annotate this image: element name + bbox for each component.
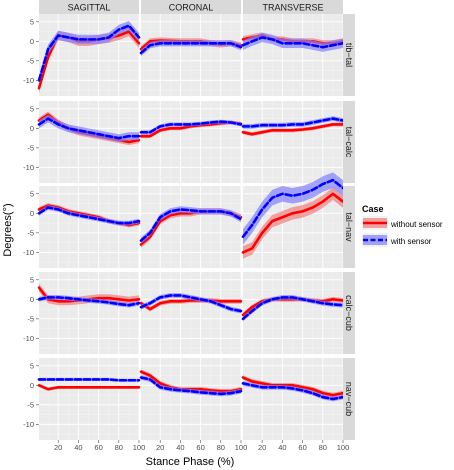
without-sensor-line <box>37 384 141 391</box>
row-strip <box>343 272 355 354</box>
row-strip-label: tal−nav <box>344 212 354 242</box>
column-strip-label: CORONAL <box>169 3 214 13</box>
panel-background <box>243 272 343 354</box>
y-tick-label: -10 <box>23 76 34 85</box>
without-sensor-line <box>241 192 345 254</box>
column-strip <box>243 0 343 14</box>
y-tick-label: -5 <box>27 57 34 66</box>
y-tick-label: -10 <box>23 420 34 429</box>
panel-background <box>39 186 139 268</box>
row-strip <box>343 101 355 183</box>
y-tick-label: 0 <box>30 209 34 218</box>
x-tick-label: 60 <box>298 443 306 452</box>
column-strip <box>141 0 241 14</box>
row-strip-label: calc−cub <box>344 295 354 331</box>
with-sensor-line <box>139 41 243 55</box>
x-tick-label: 100 <box>133 443 146 452</box>
x-tick-label: 20 <box>156 443 164 452</box>
x-tick-label: 60 <box>94 443 102 452</box>
x-tick-label: 40 <box>176 443 184 452</box>
panel-background <box>39 272 139 354</box>
y-tick-label: 0 <box>30 124 34 133</box>
with-sensor-line <box>241 296 345 321</box>
with-sensor-line <box>139 120 243 134</box>
with-sensor-line <box>241 382 345 401</box>
x-tick-label: 40 <box>278 443 286 452</box>
ticks-layer: -10 -5 0 5 -10 -5 0 5 -10 -5 0 5 -10 -5 0 5 -10 -5 0 5 20 40 6… <box>23 18 349 452</box>
x-tick-label: 20 <box>54 443 62 452</box>
with-sensor-line <box>37 117 141 140</box>
strips-layer: SAGITTAL CORONAL TRANSVERSE tib−tal tal−calc… <box>39 0 355 440</box>
with-sensor-line <box>139 376 243 396</box>
with-sensor-line <box>241 36 345 49</box>
y-tick-label: -10 <box>23 334 34 343</box>
without-sensor-line <box>139 299 243 311</box>
y-tick-label: -5 <box>27 229 34 238</box>
y-tick-label: 0 <box>30 37 34 46</box>
without-sensor-line <box>241 123 345 136</box>
with-sensor-band <box>141 206 241 244</box>
legend-title: Case <box>362 204 384 214</box>
y-tick-label: -10 <box>23 248 34 257</box>
y-tick-label: -5 <box>27 315 34 324</box>
panel-background <box>243 101 343 183</box>
y-tick-label: -5 <box>27 401 34 410</box>
y-tick-label: 0 <box>30 381 34 390</box>
panel-background <box>141 101 241 183</box>
y-tick-label: 5 <box>30 190 34 199</box>
y-tick-label: -10 <box>23 163 34 172</box>
x-tick-label: 40 <box>74 443 82 452</box>
with-sensor-line <box>37 378 141 382</box>
column-strip-label: SAGITTAL <box>68 3 111 13</box>
with-sensor-line <box>241 117 345 128</box>
x-tick-label: 100 <box>235 443 248 452</box>
with-sensor-line <box>37 206 141 225</box>
with-sensor-line <box>37 296 141 307</box>
without-sensor-line <box>241 376 345 397</box>
panel-background <box>141 358 241 440</box>
with-sensor-line <box>241 178 345 239</box>
y-tick-label: 5 <box>30 276 34 285</box>
column-strip-label: TRANSVERSE <box>262 3 323 13</box>
with-sensor-line <box>139 294 243 313</box>
y-tick-label: -5 <box>27 144 34 153</box>
y-axis-title: Degrees(°) <box>2 203 14 256</box>
panel-background <box>243 14 343 96</box>
x-tick-label: 60 <box>196 443 204 452</box>
with-sensor-band <box>141 293 241 314</box>
row-strip-label: tal−calc <box>344 127 354 158</box>
x-tick-label: 80 <box>115 443 123 452</box>
x-tick-label: 100 <box>337 443 350 452</box>
legend-label-with-sensor: with sensor <box>390 237 432 246</box>
with-sensor-line <box>139 208 243 242</box>
with-sensor-band <box>243 172 343 245</box>
legend-keys <box>362 216 388 247</box>
column-strip <box>39 0 139 14</box>
with-sensor-band <box>39 205 139 226</box>
with-sensor-line <box>37 24 141 82</box>
row-strip <box>343 14 355 96</box>
row-strip-label: nav−cub <box>344 382 354 416</box>
x-axis-title: Stance Phase (%) <box>146 456 235 468</box>
with-sensor-band <box>39 114 139 142</box>
panel-background <box>141 14 241 96</box>
panel-background <box>141 272 241 354</box>
x-tick-label: 20 <box>258 443 266 452</box>
panels-layer <box>37 14 345 440</box>
y-tick-label: 5 <box>30 362 34 371</box>
y-tick-label: 5 <box>30 18 34 27</box>
row-strip <box>343 186 355 268</box>
x-tick-label: 80 <box>217 443 225 452</box>
y-tick-label: 5 <box>30 105 34 114</box>
y-tick-label: 0 <box>30 295 34 304</box>
legend-label-without-sensor: without sensor <box>390 220 443 229</box>
row-strip <box>343 358 355 440</box>
x-tick-label: 80 <box>319 443 327 452</box>
legend: Case without sensor with sensor <box>362 204 443 247</box>
row-strip-label: tib−tal <box>344 43 354 67</box>
panel-background <box>39 358 139 440</box>
